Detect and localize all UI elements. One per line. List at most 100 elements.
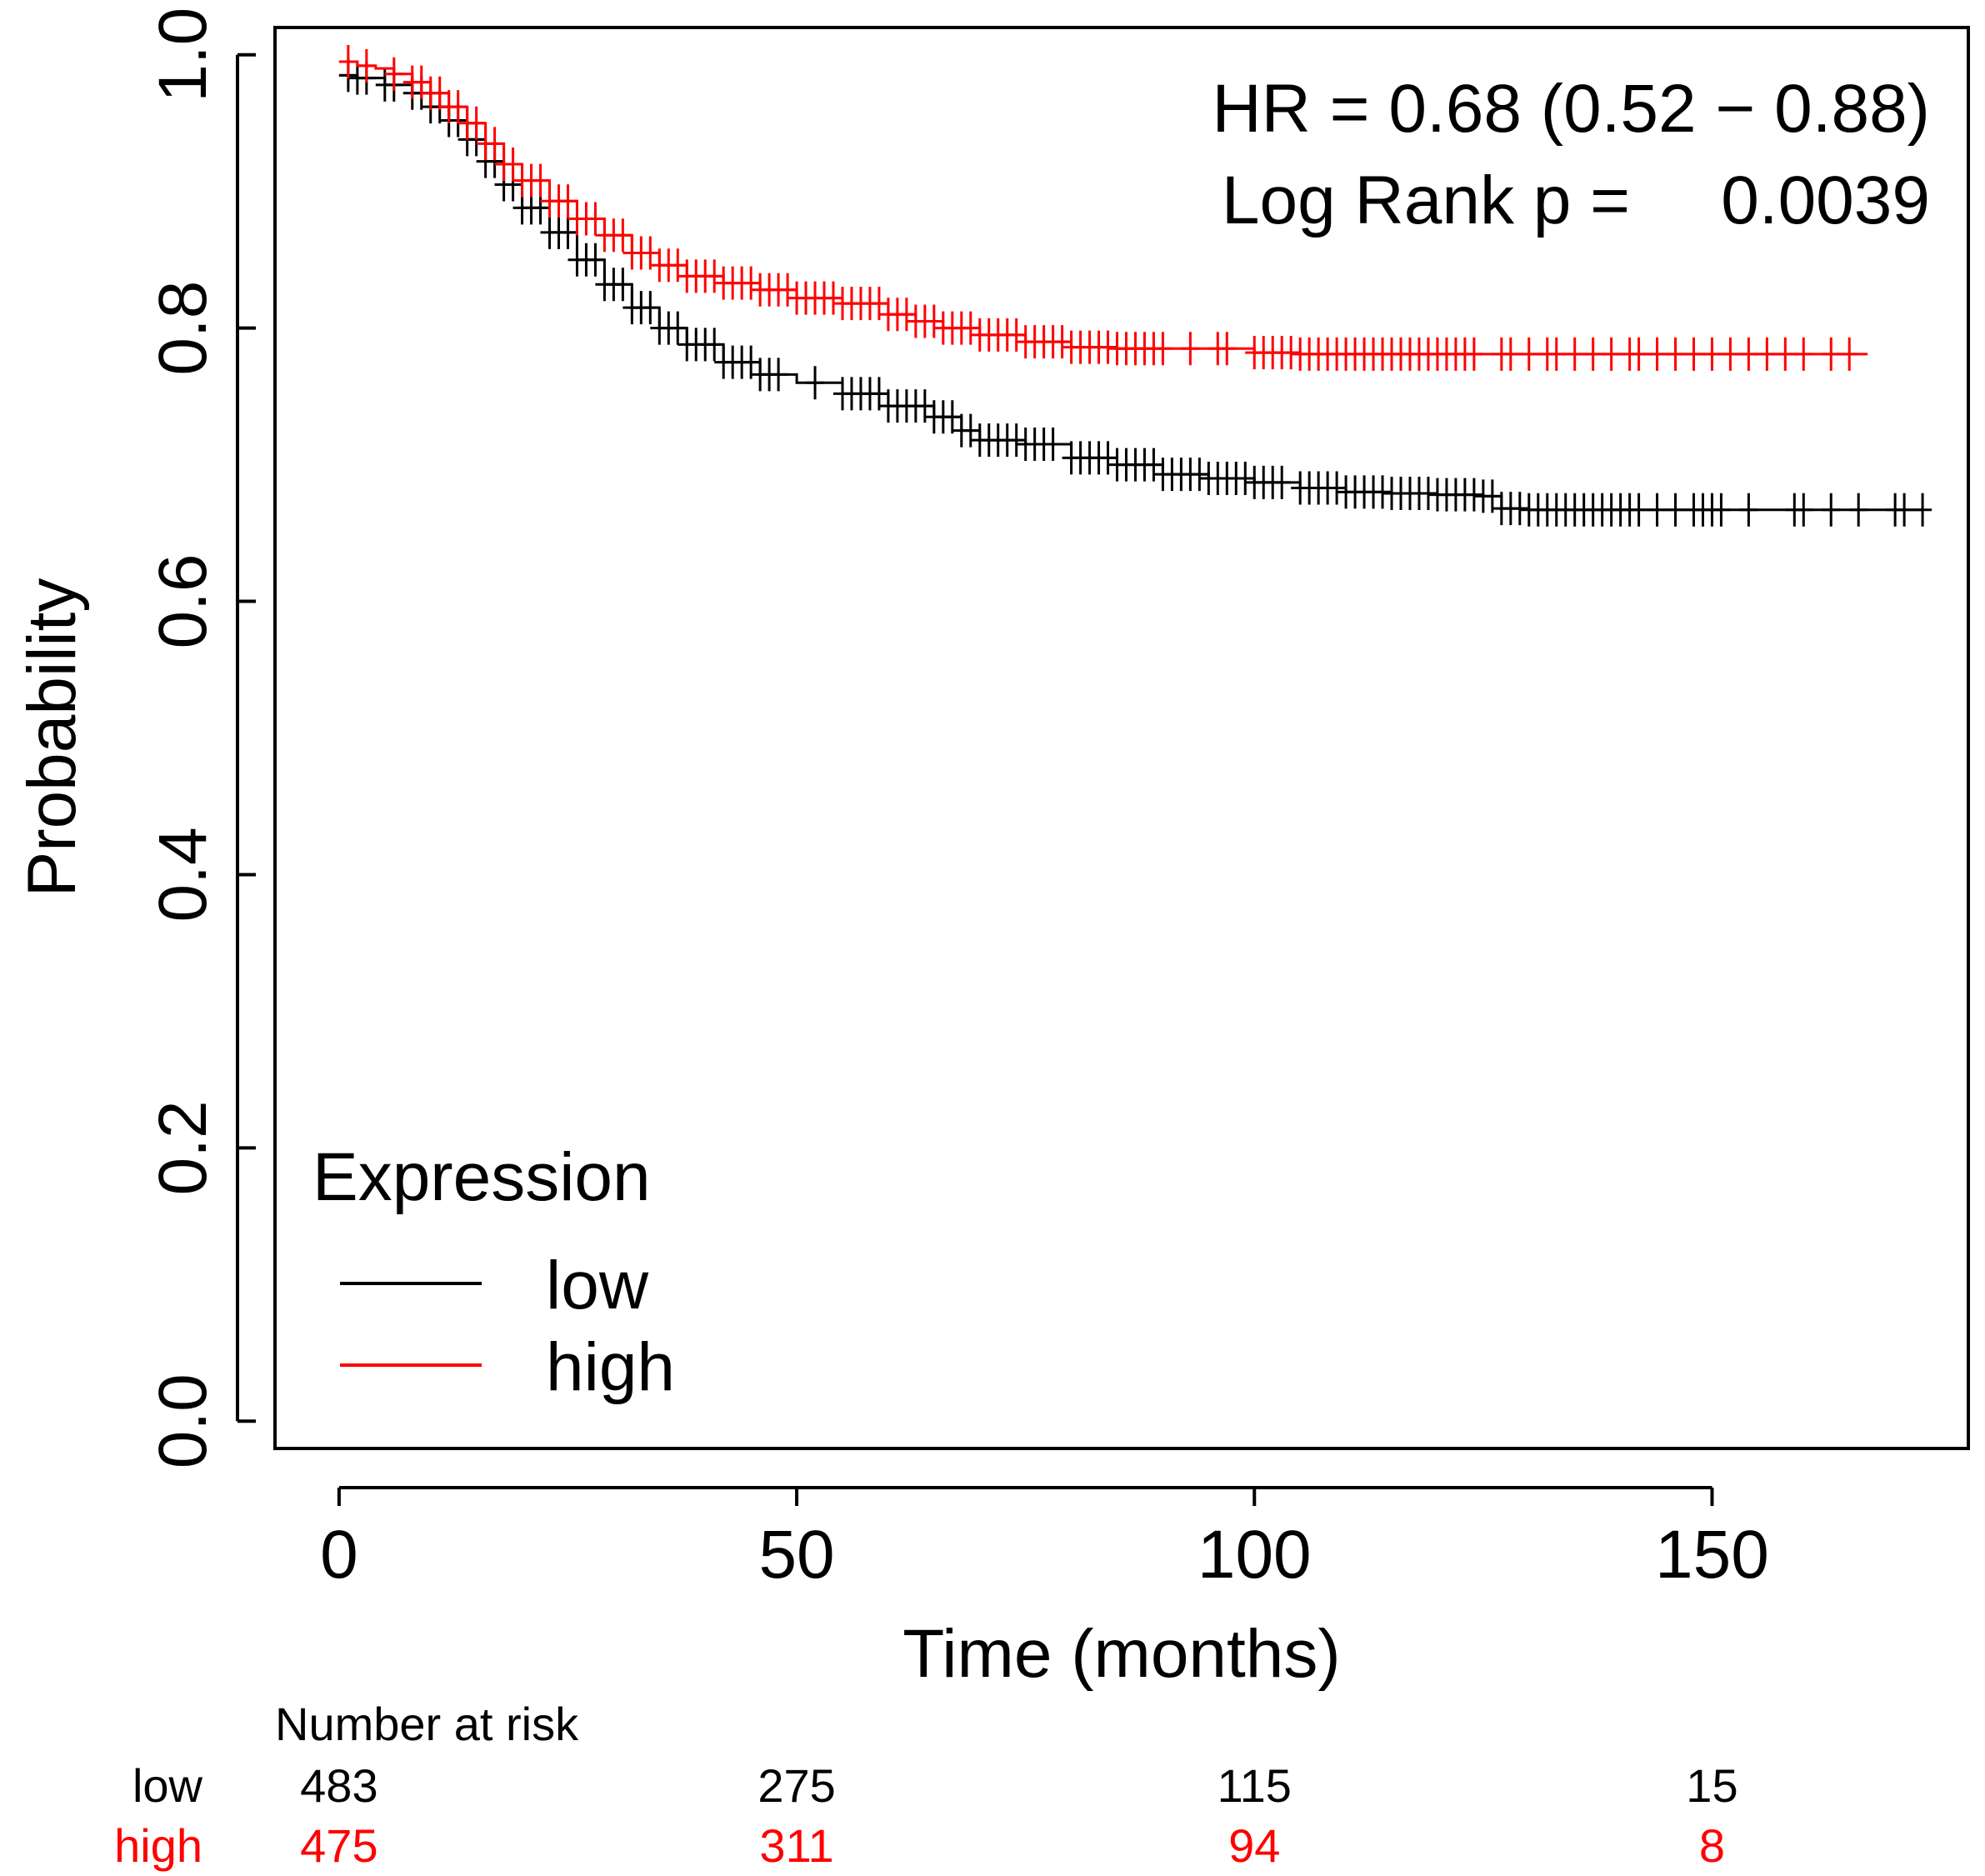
censor-mark-low	[1043, 428, 1062, 462]
x-tick-label: 150	[1655, 1517, 1769, 1593]
censor-mark-low	[1098, 441, 1118, 475]
censor-mark-high	[1684, 337, 1703, 371]
censor-mark-high	[357, 48, 376, 83]
risk-value-high: 475	[300, 1819, 378, 1872]
y-axis-title: Probability	[14, 578, 90, 898]
censor-mark-high	[430, 76, 449, 110]
censor-mark-high	[824, 281, 843, 315]
legend-label-low: low	[546, 1248, 649, 1323]
censor-mark-high	[924, 304, 943, 338]
x-tick-label: 50	[758, 1517, 834, 1593]
censor-mark-high	[1794, 337, 1813, 371]
censor-mark-low	[641, 291, 660, 325]
censor-mark-low	[613, 268, 632, 302]
censor-mark-high	[1666, 337, 1685, 371]
risk-value-high: 8	[1699, 1819, 1725, 1872]
censor-mark-high	[1758, 337, 1777, 371]
censor-mark-low	[558, 215, 578, 249]
censor-mark-high	[448, 90, 468, 124]
risk-table: Number at risk low 483 275 115 15 high 475 311 9…	[114, 1698, 1738, 1872]
legend-title: Expression	[312, 1139, 651, 1215]
risk-value-low: 275	[758, 1759, 835, 1812]
risk-value-low: 483	[300, 1759, 378, 1812]
risk-value-low: 115	[1218, 1759, 1292, 1812]
censor-mark-high	[586, 202, 605, 236]
x-tick-label: 100	[1198, 1517, 1312, 1593]
legend: Expression low high	[312, 1139, 675, 1405]
censor-mark-low	[1272, 465, 1292, 499]
censor-mark-high	[531, 163, 550, 198]
y-tick-label: 1.0	[145, 8, 221, 103]
risk-table-title: Number at risk	[275, 1698, 579, 1750]
censor-mark-low	[1328, 471, 1347, 505]
censor-mark-high	[467, 106, 486, 140]
censor-mark-high	[1153, 332, 1172, 366]
censor-mark-high	[1098, 330, 1118, 364]
censor-mark-low	[769, 358, 788, 392]
censor-mark-low	[1913, 493, 1932, 527]
censor-mark-high	[384, 57, 403, 91]
censor-mark-high	[1776, 337, 1795, 371]
censor-mark-low	[1895, 493, 1914, 527]
y-tick-label: 0.8	[145, 281, 221, 376]
censor-mark-high	[1464, 337, 1483, 371]
censor-mark-low	[1739, 493, 1758, 527]
censor-mark-low	[1464, 478, 1483, 512]
censor-mark-high	[1007, 318, 1026, 352]
censor-mark-high	[1565, 337, 1584, 371]
y-tick-label: 0.4	[145, 827, 221, 922]
censor-mark-high	[1629, 337, 1648, 371]
logrank-value: 0.0039	[1721, 163, 1930, 238]
censor-mark-high	[1602, 337, 1621, 371]
censor-mark-high	[778, 273, 798, 307]
censor-mark-high	[705, 259, 724, 293]
censor-mark-low	[942, 400, 962, 434]
censor-mark-high	[1702, 337, 1722, 371]
censor-mark-low	[1144, 448, 1163, 482]
censor-mark-high	[1052, 325, 1072, 359]
censor-mark-low	[1373, 475, 1392, 509]
censor-mark-high	[1282, 336, 1301, 370]
censor-mark-low	[1794, 493, 1813, 527]
y-tick-label: 0.6	[145, 554, 221, 649]
censor-mark-high	[485, 127, 504, 161]
censor-mark-high	[613, 218, 632, 253]
censor-mark-low	[1007, 423, 1026, 458]
y-axis: 0.0 0.2 0.4 0.6 0.8 1.0	[145, 8, 256, 1468]
censor-mark-low	[1418, 477, 1438, 511]
risk-row-label-high: high	[114, 1819, 202, 1872]
y-tick-label: 0.0	[145, 1373, 221, 1468]
plot-frame	[273, 26, 1970, 1450]
censor-mark-low	[668, 311, 688, 345]
censor-mark-low	[1849, 493, 1868, 527]
censor-mark-high	[742, 266, 761, 300]
risk-value-high: 311	[759, 1819, 833, 1872]
survival-curves	[338, 44, 1932, 527]
censor-mark-high	[1181, 332, 1200, 366]
censor-mark-high	[1547, 337, 1566, 371]
censor-mark-high	[1840, 337, 1859, 371]
censor-mark-low	[1666, 493, 1685, 527]
censor-mark-low	[1822, 493, 1841, 527]
censor-mark-high	[338, 44, 358, 78]
legend-label-high: high	[546, 1329, 675, 1405]
censor-mark-high	[1648, 337, 1667, 371]
risk-row-label-low: low	[132, 1759, 203, 1812]
censor-mark-high	[1501, 337, 1520, 371]
censor-mark-high	[897, 298, 916, 332]
censor-mark-low	[1629, 493, 1648, 527]
censor-mark-high	[1739, 337, 1758, 371]
y-tick-label: 0.2	[145, 1100, 221, 1195]
censor-mark-high	[1519, 337, 1538, 371]
censor-mark-high	[1721, 337, 1740, 371]
censor-mark-low	[961, 413, 980, 448]
risk-value-low: 15	[1686, 1759, 1738, 1812]
censor-mark-high	[558, 184, 578, 218]
censor-mark-low	[1712, 493, 1731, 527]
risk-value-high: 94	[1228, 1819, 1280, 1872]
x-tick-label: 0	[320, 1517, 358, 1593]
censor-mark-low	[1648, 493, 1667, 527]
censor-mark-low	[1236, 462, 1255, 496]
x-axis: 0 50 100 150	[320, 1486, 1769, 1593]
